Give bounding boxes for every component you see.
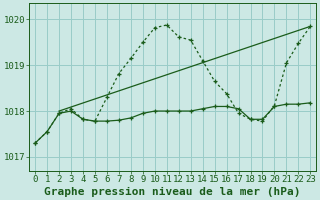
X-axis label: Graphe pression niveau de la mer (hPa): Graphe pression niveau de la mer (hPa) [44,186,301,197]
